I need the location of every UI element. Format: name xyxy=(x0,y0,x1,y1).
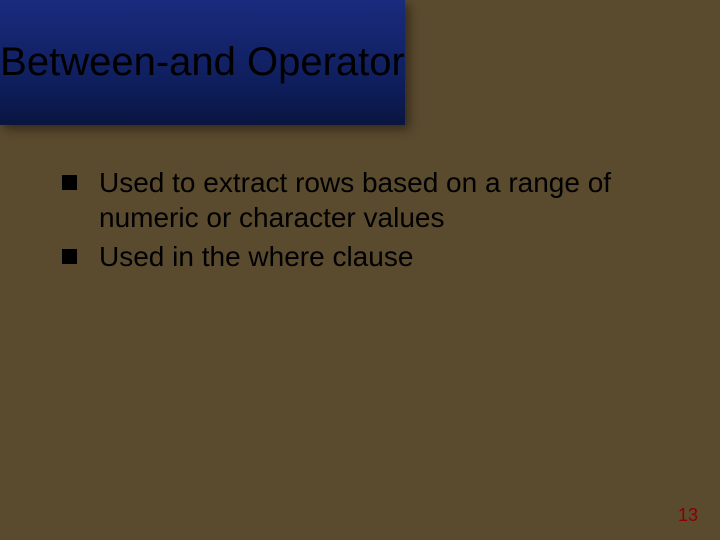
square-bullet-icon xyxy=(62,249,77,264)
list-item: Used in the where clause xyxy=(62,239,680,274)
square-bullet-icon xyxy=(62,175,77,190)
page-number: 13 xyxy=(678,505,698,526)
list-item: Used to extract rows based on a range of… xyxy=(62,165,680,235)
title-box: Between-and Operator xyxy=(0,0,405,125)
bullet-list: Used to extract rows based on a range of… xyxy=(62,165,680,278)
slide-title: Between-and Operator xyxy=(0,40,405,85)
bullet-text: Used in the where clause xyxy=(99,239,413,274)
slide: Between-and Operator Used to extract row… xyxy=(0,0,720,540)
bullet-text: Used to extract rows based on a range of… xyxy=(99,165,680,235)
